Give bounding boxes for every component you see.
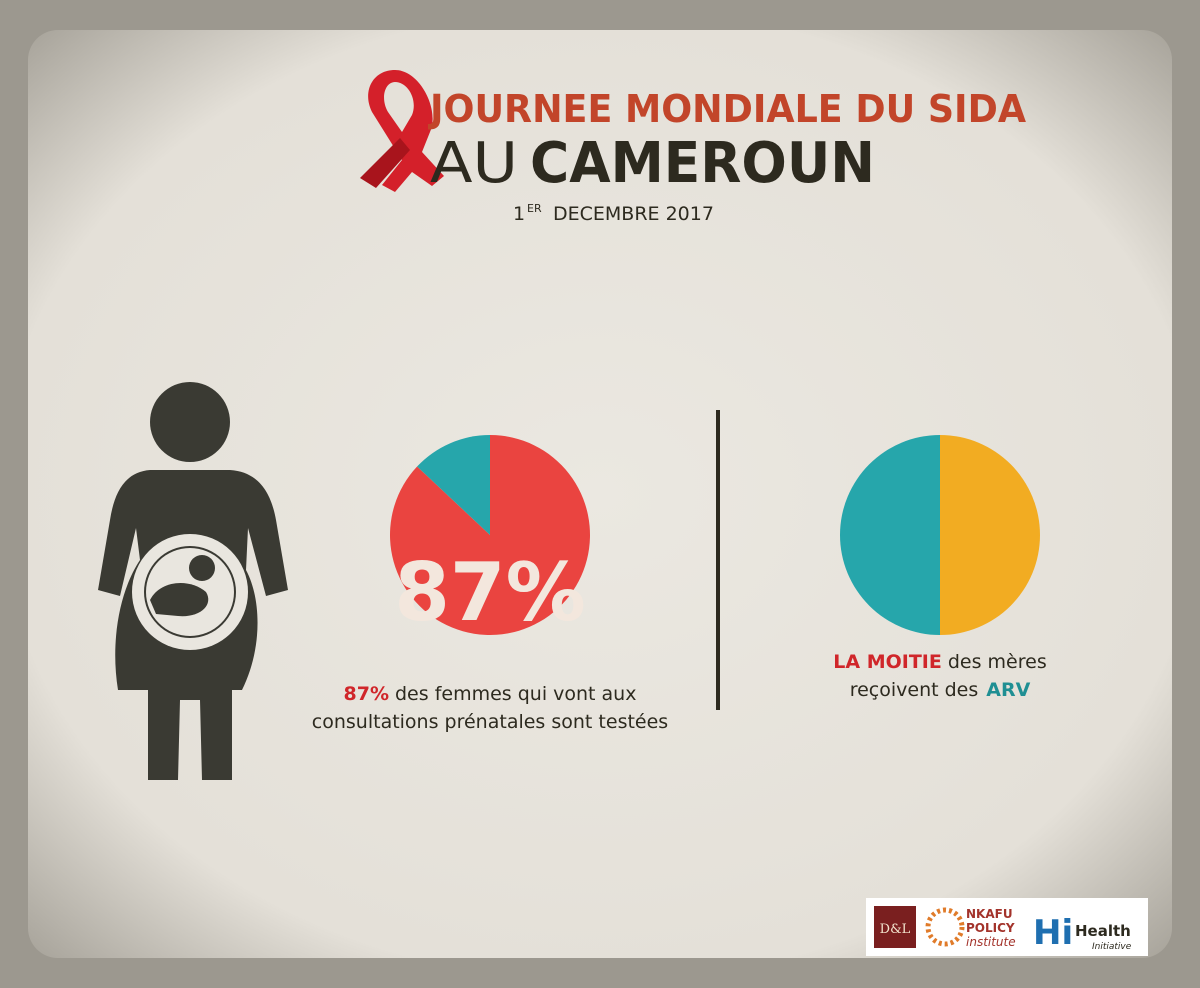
- logo-hi: Hi: [1033, 913, 1073, 953]
- title-line1: JOURNEE MONDIALE DU SIDA: [428, 87, 1027, 131]
- right-line1: des mères: [948, 651, 1047, 673]
- left-highlight: 87%: [344, 683, 389, 705]
- ribbon-icon: [360, 70, 444, 192]
- pie-slice: [940, 435, 1040, 635]
- logo-nkafu3: institute: [966, 935, 1016, 949]
- pie-slice: [417, 435, 490, 535]
- logo-nkafu1: NKAFU: [966, 907, 1013, 921]
- title-main: CAMEROUN: [530, 131, 875, 196]
- pie-slice: [840, 435, 940, 635]
- logo-nkafu2: POLICY: [966, 921, 1015, 935]
- right-line2: reçoivent des: [850, 679, 979, 701]
- pregnant-woman-icon: [98, 382, 288, 780]
- logos: D&L NKAFU POLICY institute Hi Health Ini…: [866, 898, 1148, 956]
- date-rest: DECEMBRE 2017: [553, 203, 714, 225]
- right-caption-line2: reçoivent des ARV: [850, 679, 1031, 701]
- logo-nkafu-dots: [925, 907, 965, 947]
- left-caption-line2: consultations prénatales sont testées: [312, 711, 668, 733]
- pies: 87%: [390, 435, 1040, 639]
- left-caption-line1: 87% des femmes qui vont aux: [344, 683, 637, 705]
- title-prefix: AU: [430, 131, 518, 196]
- right-caption-line1: LA MOITIE des mères: [833, 651, 1046, 673]
- logo-initiative: Initiative: [1092, 942, 1132, 952]
- right-highlight: LA MOITIE: [833, 651, 942, 673]
- right-highlight2: ARV: [986, 679, 1030, 701]
- pie-value-label: 87%: [394, 546, 585, 639]
- left-line1: des femmes qui vont aux: [395, 683, 636, 705]
- background: [28, 30, 1172, 958]
- date-sup: ER: [527, 202, 542, 215]
- date-day: 1: [513, 203, 525, 225]
- logo-dl: D&L: [880, 922, 911, 937]
- logo-dl-box: [874, 906, 916, 948]
- logo-health: Health: [1075, 922, 1131, 940]
